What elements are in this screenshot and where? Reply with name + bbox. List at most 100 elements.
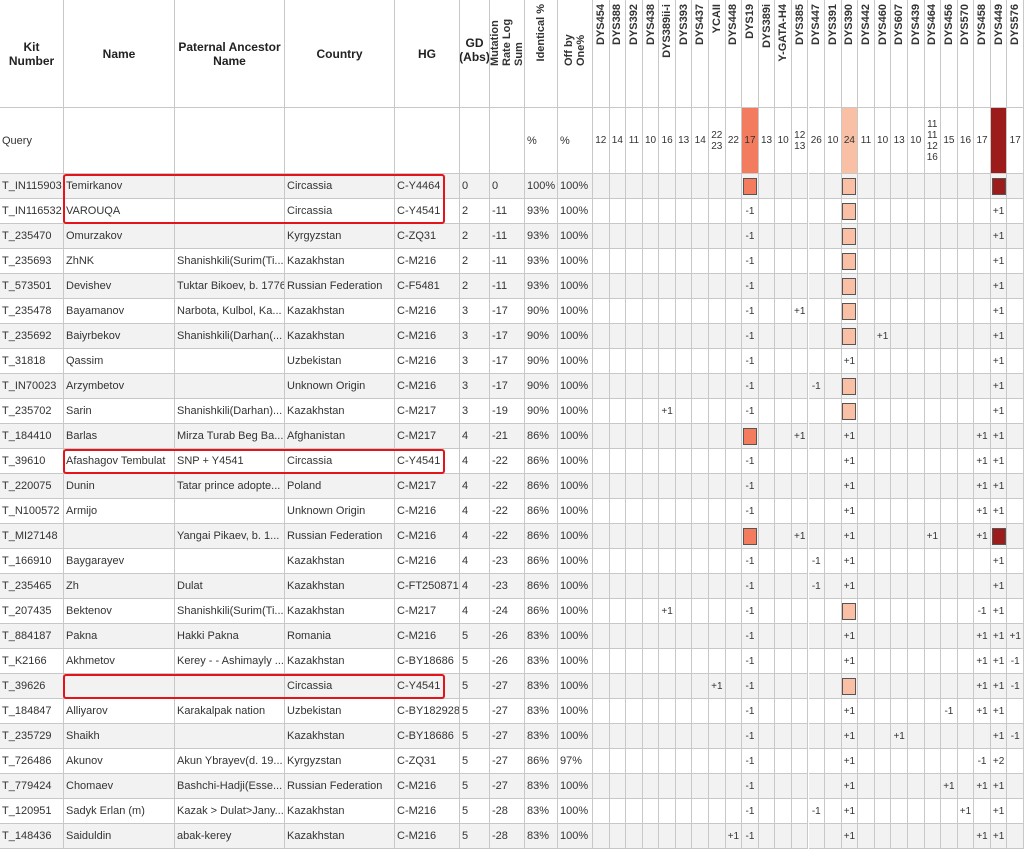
highlight <box>842 402 857 420</box>
marker-cell <box>791 599 809 624</box>
marker-cell <box>659 674 676 699</box>
cell <box>460 108 490 174</box>
highlight <box>842 377 857 395</box>
marker-cell <box>593 299 610 324</box>
marker-cell: 11 11 12 16 <box>924 108 942 174</box>
cell: 100% <box>558 824 593 849</box>
cell: 90% <box>525 349 558 374</box>
marker-cell <box>675 624 693 649</box>
cell: 5 <box>460 674 490 699</box>
marker-cell <box>725 424 743 449</box>
column-header: Identical % <box>525 0 558 108</box>
marker-cell <box>858 274 875 299</box>
header-text: DYS437 <box>694 4 707 45</box>
marker-cell <box>907 824 925 849</box>
marker-cell <box>808 749 826 774</box>
marker-cell <box>709 824 726 849</box>
cell: 90% <box>525 324 558 349</box>
marker-cell <box>709 299 726 324</box>
marker-cell: +1 <box>841 574 859 599</box>
marker-cell <box>775 224 792 249</box>
cell: Kazakhstan <box>285 574 395 599</box>
marker-cell <box>874 274 892 299</box>
marker-cell: +1 <box>974 824 991 849</box>
marker-cell <box>825 374 842 399</box>
marker-cell <box>874 349 892 374</box>
marker-cell <box>642 574 660 599</box>
marker-cell <box>891 674 908 699</box>
marker-cell <box>841 174 859 199</box>
marker-cell <box>891 624 908 649</box>
marker-header: DYS388 <box>609 0 627 108</box>
marker-cell: +1 <box>791 299 809 324</box>
marker-cell <box>858 174 875 199</box>
marker-cell <box>626 424 643 449</box>
marker-cell <box>775 499 792 524</box>
marker-cell <box>675 674 693 699</box>
marker-cell <box>775 649 792 674</box>
marker-cell <box>659 474 676 499</box>
marker-cell <box>642 749 660 774</box>
marker-cell <box>775 249 792 274</box>
marker-cell <box>858 724 875 749</box>
marker-header: DYS449 <box>990 0 1008 108</box>
cell: 100% <box>558 224 593 249</box>
marker-cell <box>659 699 676 724</box>
marker-cell <box>891 499 908 524</box>
marker-cell <box>924 649 942 674</box>
marker-cell <box>808 774 826 799</box>
marker-cell <box>1007 599 1024 624</box>
marker-cell <box>825 774 842 799</box>
cell <box>175 349 285 374</box>
cell: Circassia <box>285 199 395 224</box>
marker-cell <box>1007 324 1024 349</box>
cell: Mirza Turab Beg Ba... <box>175 424 285 449</box>
marker-cell <box>675 549 693 574</box>
marker-cell: 14 <box>692 108 710 174</box>
marker-cell: -1 <box>974 599 991 624</box>
marker-cell <box>758 224 776 249</box>
marker-cell <box>675 224 693 249</box>
marker-cell: 12 <box>593 108 610 174</box>
cell: 100% <box>558 674 593 699</box>
marker-cell <box>858 349 875 374</box>
marker-cell <box>775 324 792 349</box>
marker-cell <box>609 649 627 674</box>
cell: Alliyarov <box>64 699 175 724</box>
cell: 83% <box>525 824 558 849</box>
marker-header: DYS389i <box>758 0 776 108</box>
cell: 3 <box>460 374 490 399</box>
marker-cell <box>758 424 776 449</box>
marker-header: YCAII <box>709 0 726 108</box>
cell: 100% <box>558 249 593 274</box>
marker-cell: +2 <box>990 749 1008 774</box>
marker-cell <box>758 449 776 474</box>
cell: 100% <box>558 774 593 799</box>
marker-cell <box>626 574 643 599</box>
marker-cell <box>692 474 710 499</box>
marker-cell <box>626 674 643 699</box>
marker-cell <box>642 699 660 724</box>
marker-cell <box>791 474 809 499</box>
marker-cell <box>709 624 726 649</box>
cell: 3 <box>460 299 490 324</box>
marker-cell <box>858 549 875 574</box>
marker-cell: +1 <box>841 499 859 524</box>
cell: 100% <box>558 649 593 674</box>
marker-header: DYS576 <box>1007 0 1024 108</box>
marker-cell: -1 <box>742 274 759 299</box>
cell: -27 <box>490 699 525 724</box>
marker-header: DYS391 <box>825 0 842 108</box>
marker-cell <box>659 499 676 524</box>
marker-cell <box>957 524 975 549</box>
marker-cell <box>874 224 892 249</box>
marker-cell <box>957 824 975 849</box>
cell: 3 <box>460 399 490 424</box>
cell: Sadyk Erlan (m) <box>64 799 175 824</box>
cell: T_K2166 <box>0 649 64 674</box>
marker-cell <box>659 724 676 749</box>
marker-cell <box>924 399 942 424</box>
marker-cell: +1 <box>974 449 991 474</box>
marker-cell <box>808 524 826 549</box>
marker-cell <box>974 249 991 274</box>
